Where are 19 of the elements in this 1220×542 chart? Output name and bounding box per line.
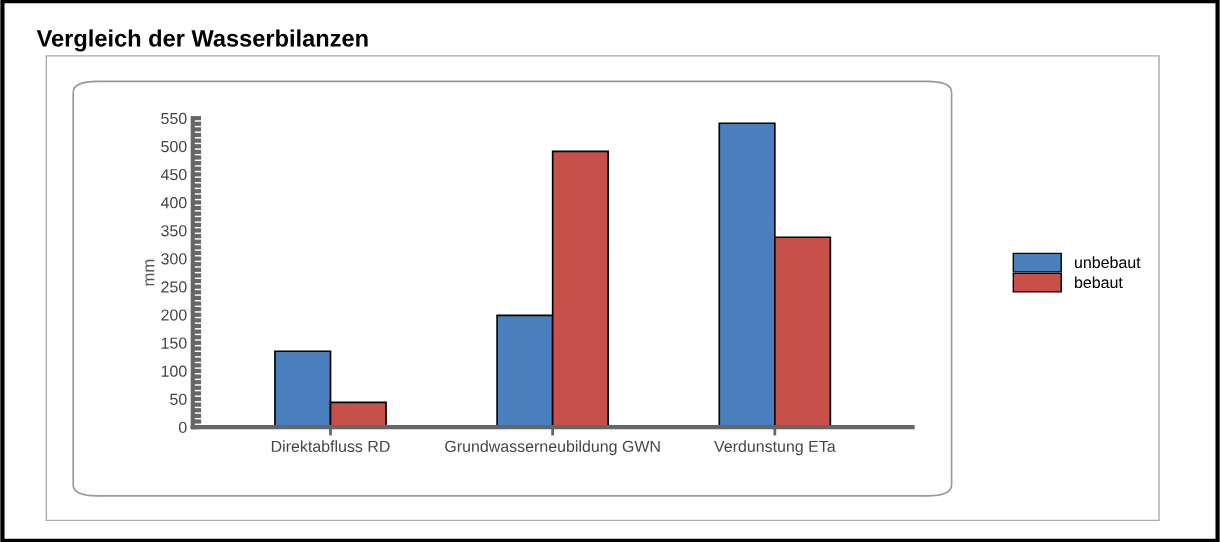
y-axis-title: mm <box>145 259 155 286</box>
y-tick-label: 150 <box>161 337 187 349</box>
y-tick-label: 100 <box>161 365 187 377</box>
x-tick-label: Direktabfluss RD <box>271 440 390 453</box>
x-tick-label: Verdunstung ETa <box>714 440 836 456</box>
y-tick-label: 300 <box>161 253 187 265</box>
y-tick-label: 250 <box>161 281 187 293</box>
chart-title: Vergleich der Wasserbilanzen <box>36 29 368 52</box>
y-tick-label: 0 <box>178 421 187 434</box>
y-tick-label: 50 <box>170 393 187 405</box>
x-tick-label: Grundwasserneubildung GWN <box>445 440 660 456</box>
y-tick-label: 350 <box>161 225 187 237</box>
y-tick-label: 200 <box>161 309 187 321</box>
y-tick-label: 500 <box>161 140 187 153</box>
legend-label: unbebaut <box>1075 256 1141 269</box>
legend-label: bebaut <box>1075 276 1123 289</box>
y-tick-label: 550 <box>161 112 187 125</box>
y-tick-label: 400 <box>160 197 187 209</box>
y-tick-label: 450 <box>160 168 187 181</box>
